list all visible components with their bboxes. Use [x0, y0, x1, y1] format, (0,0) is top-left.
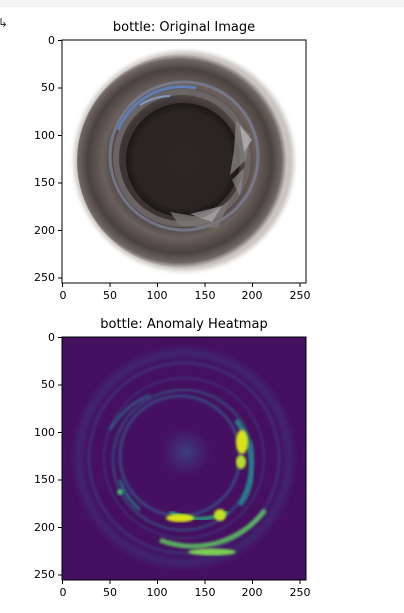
heatmap-xtick-label: 100: [146, 586, 168, 599]
heatmap-xticks: [62, 580, 301, 584]
original-xtick-label: 150: [194, 289, 216, 302]
original-image-xticks: [62, 283, 301, 287]
original-xtick-label: 200: [241, 289, 263, 302]
original-xtick-label: 50: [103, 289, 117, 302]
original-xtick-label: 100: [146, 289, 168, 302]
heatmap-ytick-label: 100: [34, 426, 55, 439]
heatmap-xtick-label: 50: [103, 586, 117, 599]
heatmap-yticks: [58, 337, 62, 576]
original-ytick-label: 0: [48, 34, 55, 47]
original-image-frame: [61, 39, 307, 284]
heatmap-xtick-label: 200: [241, 586, 263, 599]
original-ytick-label: 250: [34, 271, 55, 284]
original-image-yticks: [58, 40, 62, 279]
chart-title-heatmap: bottle: Anomaly Heatmap: [100, 317, 268, 332]
heatmap-xtick-label: 150: [194, 586, 216, 599]
original-xtick-label: 0: [59, 289, 67, 302]
heatmap-ytick-label: 200: [34, 521, 55, 534]
original-ytick-label: 100: [34, 129, 55, 142]
heatmap-ytick-label: 0: [48, 331, 55, 344]
heatmap-xtick-label: 250: [289, 586, 311, 599]
heatmap-ytick-label: 150: [34, 473, 55, 486]
chart-title-original: bottle: Original Image: [112, 20, 256, 35]
heatmap-axes: [58, 336, 307, 584]
bottle-image: [74, 51, 294, 271]
heatmap-ytick-label: 50: [41, 378, 55, 391]
heatmap-ytick-label: 250: [34, 568, 55, 581]
original-ytick-label: 50: [41, 81, 55, 94]
original-image-axes: [58, 39, 307, 287]
heatmap-image: [75, 349, 293, 567]
original-xtick-label: 250: [289, 289, 311, 302]
original-ytick-label: 150: [34, 176, 55, 189]
output-arrow-icon: ↳: [0, 16, 9, 30]
original-ytick-label: 200: [34, 224, 55, 237]
cell-top-border: [0, 0, 404, 7]
heatmap-frame: [61, 336, 307, 581]
heatmap-xtick-label: 0: [59, 586, 67, 599]
